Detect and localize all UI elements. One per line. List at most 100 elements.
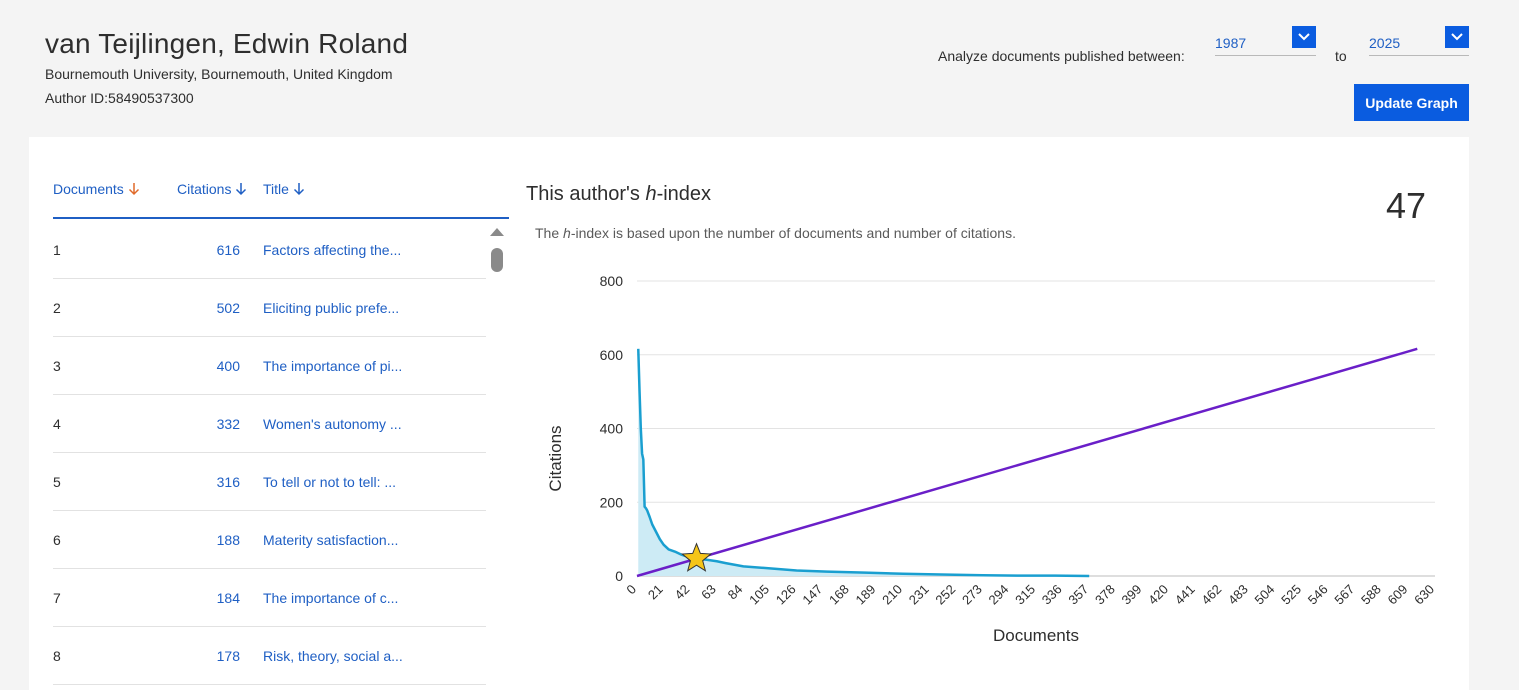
sort-documents-header[interactable]: Documents <box>53 181 140 197</box>
documents-header-label: Documents <box>53 181 124 197</box>
row-title-link[interactable]: The importance of c... <box>263 590 399 606</box>
x-tick-label: 378 <box>1092 582 1118 608</box>
x-tick-label: 588 <box>1358 582 1384 608</box>
table-row: 5 316 To tell or not to tell: ... <box>53 453 486 511</box>
hindex-sub-h: h <box>563 225 571 241</box>
row-title-link[interactable]: Risk, theory, social a... <box>263 648 403 664</box>
row-rank: 3 <box>53 358 61 374</box>
row-title-link[interactable]: Factors affecting the... <box>263 242 402 258</box>
row-title-link[interactable]: Materity satisfaction... <box>263 532 399 548</box>
row-citations-link[interactable]: 188 <box>216 532 240 548</box>
x-tick-label: 483 <box>1225 582 1251 608</box>
x-tick-label: 609 <box>1385 582 1411 608</box>
year-from-value: 1987 <box>1215 35 1247 51</box>
row-citations-link[interactable]: 316 <box>216 474 240 490</box>
sort-arrow-down-icon <box>128 183 139 196</box>
x-tick-label: 441 <box>1172 582 1198 608</box>
hindex-sub-pre: The <box>535 225 564 241</box>
x-tick-label: 231 <box>906 582 932 608</box>
y-tick-label: 200 <box>600 494 624 510</box>
table-scrollbar[interactable] <box>488 226 506 690</box>
hindex-title-pre: This author's <box>526 183 646 205</box>
update-graph-button[interactable]: Update Graph <box>1354 84 1469 121</box>
row-citations-link[interactable]: 184 <box>216 590 240 606</box>
row-rank: 8 <box>53 648 61 664</box>
x-tick-label: 294 <box>986 582 1012 608</box>
x-tick-label: 399 <box>1119 582 1145 608</box>
documents-list: 1 616 Factors affecting the... 2 502 Elicitin… <box>53 221 486 685</box>
y-tick-label: 600 <box>600 347 624 363</box>
x-tick-label: 252 <box>932 582 958 608</box>
table-row: 1 616 Factors affecting the... <box>53 221 486 279</box>
x-tick-label: 315 <box>1012 582 1038 608</box>
row-rank: 1 <box>53 242 61 258</box>
citations-area <box>638 348 1090 576</box>
table-row: 3 400 The importance of pi... <box>53 337 486 395</box>
sort-citations-header[interactable]: Citations <box>177 181 247 197</box>
year-from-select[interactable]: 1987 <box>1215 26 1316 56</box>
x-tick-label: 567 <box>1331 582 1357 608</box>
y-tick-label: 800 <box>600 273 624 289</box>
row-title-link[interactable]: Women's autonomy ... <box>263 416 402 432</box>
row-citations-link[interactable]: 332 <box>216 416 240 432</box>
table-row: 6 188 Materity satisfaction... <box>53 511 486 569</box>
y-tick-label: 0 <box>615 568 623 584</box>
row-title-link[interactable]: To tell or not to tell: ... <box>263 474 397 490</box>
table-row: 2 502 Eliciting public prefe... <box>53 279 486 337</box>
chevron-down-icon[interactable] <box>1292 26 1316 48</box>
row-rank: 2 <box>53 300 61 316</box>
row-citations-link[interactable]: 502 <box>216 300 240 316</box>
x-tick-label: 84 <box>725 582 746 603</box>
x-tick-label: 273 <box>959 582 985 608</box>
table-row: 4 332 Women's autonomy ... <box>53 395 486 453</box>
y-axis-label: Citations <box>546 425 565 491</box>
row-title-link[interactable]: The importance of pi... <box>263 358 403 374</box>
row-title-link[interactable]: Eliciting public prefe... <box>263 300 400 316</box>
h-index-star-icon <box>681 542 713 572</box>
x-tick-label: 525 <box>1278 582 1304 608</box>
x-tick-label: 0 <box>623 582 639 598</box>
year-to-value: 2025 <box>1369 35 1401 51</box>
x-tick-label: 147 <box>799 582 825 608</box>
author-affiliation: Bournemouth University, Bournemouth, Uni… <box>45 66 393 82</box>
row-citations-link[interactable]: 616 <box>216 242 240 258</box>
scroll-up-arrow-icon[interactable] <box>490 228 504 236</box>
sort-arrow-down-icon <box>236 183 247 196</box>
row-citations-link[interactable]: 178 <box>216 648 240 664</box>
x-tick-label: 210 <box>879 582 905 608</box>
x-tick-label: 336 <box>1039 582 1065 608</box>
scroll-thumb[interactable] <box>491 248 503 272</box>
hindex-title-post: -index <box>656 183 712 205</box>
citations-series-line <box>637 348 1090 578</box>
hindex-value: 47 <box>1385 185 1426 226</box>
date-range-label: Analyze documents published between: <box>938 48 1185 64</box>
row-rank: 7 <box>53 590 61 606</box>
hindex-chart: 0 200 400 600 800 0 21 42 63 84 105 126 147 168 189 210… <box>546 273 1437 645</box>
x-tick-label: 126 <box>773 582 799 608</box>
x-axis-label: Documents <box>993 626 1079 645</box>
table-row: 7 184 The importance of c... <box>53 569 486 627</box>
row-rank: 4 <box>53 416 61 432</box>
x-tick-label: 546 <box>1305 582 1331 608</box>
h-index-reference-line <box>636 347 1418 578</box>
chevron-down-icon[interactable] <box>1445 26 1469 48</box>
table-header: Documents Citations Title <box>53 181 509 219</box>
x-tick-label: 357 <box>1065 582 1091 608</box>
x-tick-label: 630 <box>1411 582 1437 608</box>
y-tick-label: 400 <box>600 421 624 437</box>
hindex-description: The h-index is based upon the number of … <box>535 225 1016 241</box>
x-tick-label: 189 <box>853 582 879 608</box>
x-tick-label: 105 <box>746 582 772 608</box>
row-rank: 5 <box>53 474 61 490</box>
row-citations-link[interactable]: 400 <box>216 358 240 374</box>
sort-arrow-down-icon <box>293 183 304 196</box>
x-tick-label: 63 <box>698 582 719 603</box>
year-to-select[interactable]: 2025 <box>1369 26 1469 56</box>
x-tick-label: 462 <box>1198 582 1224 608</box>
hindex-title: This author's h-index <box>526 183 711 206</box>
x-tick-label: 168 <box>826 582 852 608</box>
hindex-sub-post: -index is based upon the number of docum… <box>570 225 1016 241</box>
to-label: to <box>1335 48 1347 64</box>
author-name: van Teijlingen, Edwin Roland <box>45 28 409 59</box>
sort-title-header[interactable]: Title <box>263 181 305 197</box>
